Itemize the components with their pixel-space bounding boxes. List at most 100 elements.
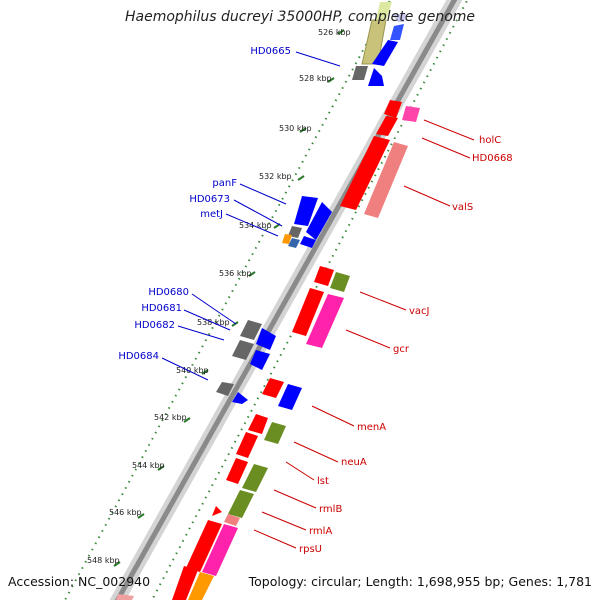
leader-line [253, 529, 297, 549]
gene-arrow [262, 378, 284, 398]
leader-line [161, 357, 209, 381]
gene-arrow [384, 100, 402, 118]
gene-label: neuA [341, 457, 367, 468]
leader-line [183, 309, 231, 331]
gene-arrow [236, 432, 258, 458]
gene-label: gcr [393, 344, 410, 355]
gene-arrow [352, 66, 368, 80]
gene-arrow [264, 422, 286, 444]
gene-arrow [232, 340, 254, 360]
gene-arrow [390, 24, 404, 40]
gene-label: HD0668 [472, 153, 513, 164]
tick-mark [337, 29, 345, 35]
gene-arrow [402, 106, 420, 122]
backbone-inner [114, 0, 458, 600]
leader-line [285, 461, 315, 481]
leader-line [403, 185, 451, 207]
reverse-strand-features [216, 2, 406, 404]
gene-label: HD0680 [148, 287, 189, 298]
tick-mark [157, 465, 165, 471]
gene-arrow [248, 414, 268, 434]
gene-label: lst [317, 476, 329, 487]
leader-line [345, 329, 391, 349]
gene-arrow [228, 490, 254, 518]
leader-line [423, 119, 475, 141]
gene-arrow [282, 234, 292, 244]
accession-text: Accession: NC_002940 [8, 574, 151, 589]
gene-arrow [242, 464, 268, 492]
forward-gene-labels: holC HD0668 valS vacJ gcr menA neuA lst … [299, 135, 513, 555]
tick-mark [297, 175, 305, 181]
map-title: Haemophilus ducreyi 35000HP, complete ge… [124, 9, 476, 25]
gene-arrow [368, 68, 384, 86]
tick-label: 526 kbp [318, 28, 351, 37]
gene-arrow [376, 2, 392, 20]
gene-label: rmlA [309, 526, 332, 537]
gene-arrow [202, 524, 238, 576]
leader-line [359, 291, 407, 311]
gene-arrow [250, 350, 270, 370]
leader-line [273, 489, 317, 509]
tick-label: 530 kbp [279, 124, 312, 133]
tick-label: 528 kbp [299, 74, 332, 83]
leader-line [233, 199, 283, 227]
gene-arrow [232, 392, 248, 404]
gene-arrow [392, 14, 406, 22]
leader-line [295, 51, 341, 67]
gene-arrow [186, 520, 222, 572]
tick-label: 532 kbp [259, 172, 292, 181]
reverse-gene-labels: HD0665 panF HD0673 metJ HD0680 HD0681 HD… [118, 46, 291, 362]
leader-line [311, 405, 355, 427]
leader-line [421, 137, 471, 159]
tick-mark [327, 77, 335, 83]
gene-arrow [256, 328, 276, 350]
gene-arrow [306, 202, 332, 240]
gene-arrow [306, 294, 344, 348]
gene-label: vacJ [409, 306, 430, 317]
leader-line [225, 213, 279, 237]
gene-arrow [216, 382, 234, 396]
tick-mark [183, 417, 191, 423]
gene-arrow [376, 116, 398, 136]
tick-mark [137, 513, 145, 519]
gene-arrow [372, 40, 398, 66]
gene-arrow [278, 384, 302, 410]
gene-label: metJ [200, 209, 223, 220]
genome-summary-text: Topology: circular; Length: 1,698,955 bp… [248, 574, 592, 589]
gene-arrow [212, 506, 222, 516]
tick-label: 540 kbp [176, 366, 209, 375]
gene-arrow [294, 196, 318, 226]
gene-arrow [116, 594, 134, 600]
tick-mark [248, 271, 256, 277]
gene-label: HD0681 [141, 303, 182, 314]
tick-mark [113, 561, 121, 567]
leader-line [293, 441, 339, 463]
gene-label: panF [212, 178, 237, 189]
leader-line [191, 293, 237, 325]
gene-label: rmlB [319, 504, 342, 515]
tick-rings [64, 0, 469, 600]
tick-mark [299, 127, 307, 133]
gene-arrow [288, 238, 300, 248]
leader-line [239, 183, 287, 205]
leader-lines [161, 51, 475, 549]
leader-line [177, 325, 225, 341]
gene-label: menA [357, 422, 386, 433]
genome-backbone [109, 0, 463, 600]
gene-label: rpsU [299, 544, 322, 555]
forward-strand-features [116, 100, 420, 600]
tick-ring-left [64, 0, 392, 600]
gene-arrow [300, 236, 316, 248]
gene-label: HD0673 [189, 194, 230, 205]
tick-label: 548 kbp [87, 556, 120, 565]
gene-label: HD0684 [118, 351, 159, 362]
gene-label: HD0665 [250, 46, 291, 57]
gene-arrow [340, 136, 390, 210]
tick-mark [201, 369, 209, 375]
gene-arrow [240, 320, 262, 340]
gene-label: valS [452, 202, 473, 213]
tick-label: 542 kbp [154, 413, 187, 422]
gene-arrow [224, 514, 240, 526]
gene-arrow [188, 572, 214, 600]
